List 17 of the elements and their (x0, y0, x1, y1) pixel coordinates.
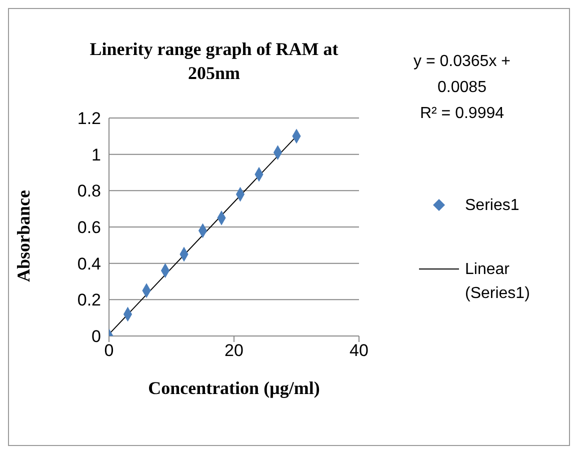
legend-label: Series1 (465, 196, 520, 216)
x-axis-title: Concentration (µg/ml) (148, 378, 320, 398)
y-tick-label: 0.4 (77, 254, 101, 274)
y-axis-title: Absorbance (13, 190, 34, 282)
legend-label: Linear (Series1) (465, 260, 531, 304)
y-tick-label: 1.2 (77, 109, 101, 128)
text: y = 0.0365x + 0.0085 (412, 52, 512, 98)
y-tick-label: 0 (92, 327, 101, 346)
x-tick-label: 20 (224, 341, 244, 360)
y-tick-label: 0.6 (77, 218, 101, 238)
chart-title: Linerity range graph of RAM at 205nm (89, 38, 339, 85)
y-tick-label: 0.2 (77, 290, 101, 310)
x-tick-label: 40 (350, 341, 368, 360)
x-tick-label: 0 (104, 341, 114, 360)
y-tick-label: 1 (92, 145, 101, 164)
text: R² = 0.9994 (418, 104, 506, 124)
y-tick-label: 0.8 (77, 182, 101, 201)
